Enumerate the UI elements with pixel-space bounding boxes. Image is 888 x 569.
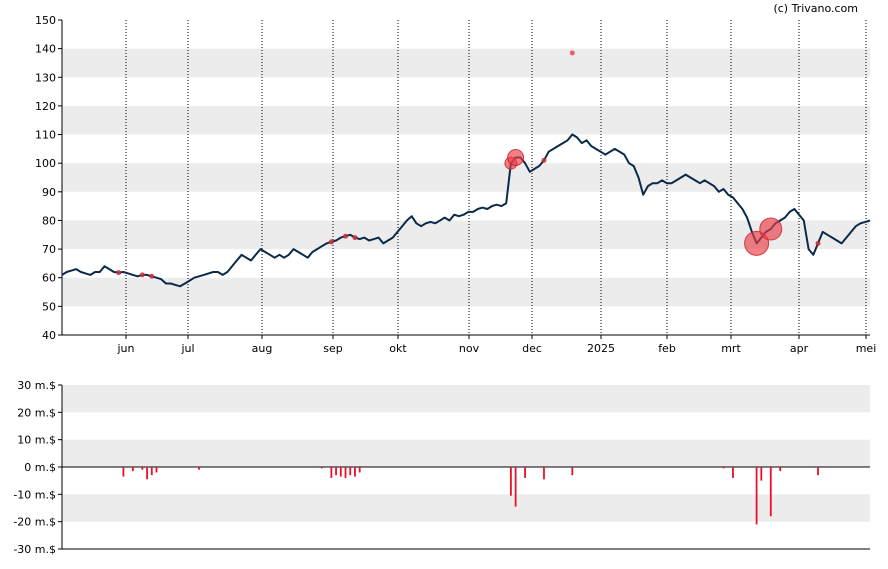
volume-bar <box>198 467 200 470</box>
volume-bar <box>146 467 148 480</box>
price-y-tick-label: 110 <box>35 129 56 142</box>
price-grid-band <box>62 105 870 135</box>
volume-bar <box>817 467 819 476</box>
price-marker <box>759 217 783 241</box>
volume-bar <box>150 467 153 476</box>
volume-y-tick-label: 30 m.$ <box>17 379 56 392</box>
price-marker <box>328 239 334 245</box>
volume-bar <box>760 467 763 481</box>
volume-bar <box>141 467 144 470</box>
price-y-tick-label: 80 <box>42 214 56 227</box>
volume-bar <box>755 467 758 525</box>
copyright-text: (c) Trivano.com <box>773 2 858 15</box>
price-y-tick-label: 60 <box>42 272 56 285</box>
price-x-tick-label: 2025 <box>587 342 615 355</box>
price-y-tick-label: 120 <box>35 100 56 113</box>
volume-bar <box>358 467 361 473</box>
price-y-tick-label: 50 <box>42 300 56 313</box>
price-line <box>61 133 871 288</box>
price-y-tick-label: 100 <box>35 157 56 170</box>
volume-bar <box>779 467 782 472</box>
price-x-tick-label: jun <box>117 342 135 355</box>
volume-bar <box>514 467 517 507</box>
volume-bar <box>722 467 725 469</box>
volume-bar <box>509 467 512 496</box>
volume-grid-band <box>62 439 870 467</box>
volume-bar <box>524 467 526 478</box>
volume-y-tick-label: -20 m.$ <box>13 516 56 529</box>
price-marker <box>116 270 122 276</box>
volume-bar <box>335 467 337 476</box>
price-x-tick-label: dec <box>522 342 542 355</box>
price-x-tick-label: nov <box>459 342 480 355</box>
price-x-tick-label: mei <box>856 342 877 355</box>
price-marker <box>815 240 821 246</box>
price-y-tick-label: 90 <box>42 186 56 199</box>
price-y-tick-label: 130 <box>35 71 56 84</box>
volume-grid-band <box>62 494 870 522</box>
volume-bar <box>769 467 772 517</box>
volume-bar <box>349 467 352 476</box>
volume-bar <box>354 467 356 477</box>
price-marker <box>352 235 358 241</box>
volume-bar <box>571 467 574 476</box>
volume-y-tick-label: 20 m.$ <box>17 406 56 419</box>
volume-bar <box>131 467 134 472</box>
price-x-tick-label: sep <box>323 342 342 355</box>
volume-y-tick-label: -30 m.$ <box>13 543 56 556</box>
price-grid-band <box>62 220 870 250</box>
price-x-tick-label: feb <box>658 342 676 355</box>
price-grid-band <box>62 163 870 192</box>
price-y-tick-label: 70 <box>42 243 56 256</box>
price-marker <box>343 233 349 239</box>
volume-bar <box>330 467 333 478</box>
price-grid-band <box>62 277 870 307</box>
price-marker <box>541 157 547 163</box>
volume-bar <box>339 467 342 477</box>
price-y-tick-label: 40 <box>42 329 56 342</box>
volume-y-tick-label: -10 m.$ <box>13 488 56 501</box>
volume-bar <box>155 467 158 473</box>
price-x-tick-label: jul <box>180 342 194 355</box>
price-marker <box>139 272 145 278</box>
price-marker <box>507 148 525 166</box>
volume-bar <box>543 467 545 480</box>
price-y-tick-label: 150 <box>35 14 56 27</box>
price-marker <box>149 273 155 279</box>
price-x-tick-label: aug <box>252 342 273 355</box>
volume-bar <box>122 467 125 477</box>
volume-y-tick-label: 10 m.$ <box>17 434 56 447</box>
price-x-tick-label: apr <box>790 342 809 355</box>
volume-bar <box>344 467 347 478</box>
volume-bar <box>320 467 323 469</box>
volume-y-tick-label: 0 m.$ <box>24 461 56 474</box>
price-y-tick-label: 140 <box>35 43 56 56</box>
price-x-tick-label: mrt <box>721 342 741 355</box>
price-grid-band <box>62 48 870 78</box>
price-marker <box>744 230 770 256</box>
volume-grid-band <box>62 385 870 413</box>
price-x-tick-label: okt <box>389 342 407 355</box>
price-outlier-point <box>569 50 575 56</box>
volume-bar <box>732 467 734 478</box>
